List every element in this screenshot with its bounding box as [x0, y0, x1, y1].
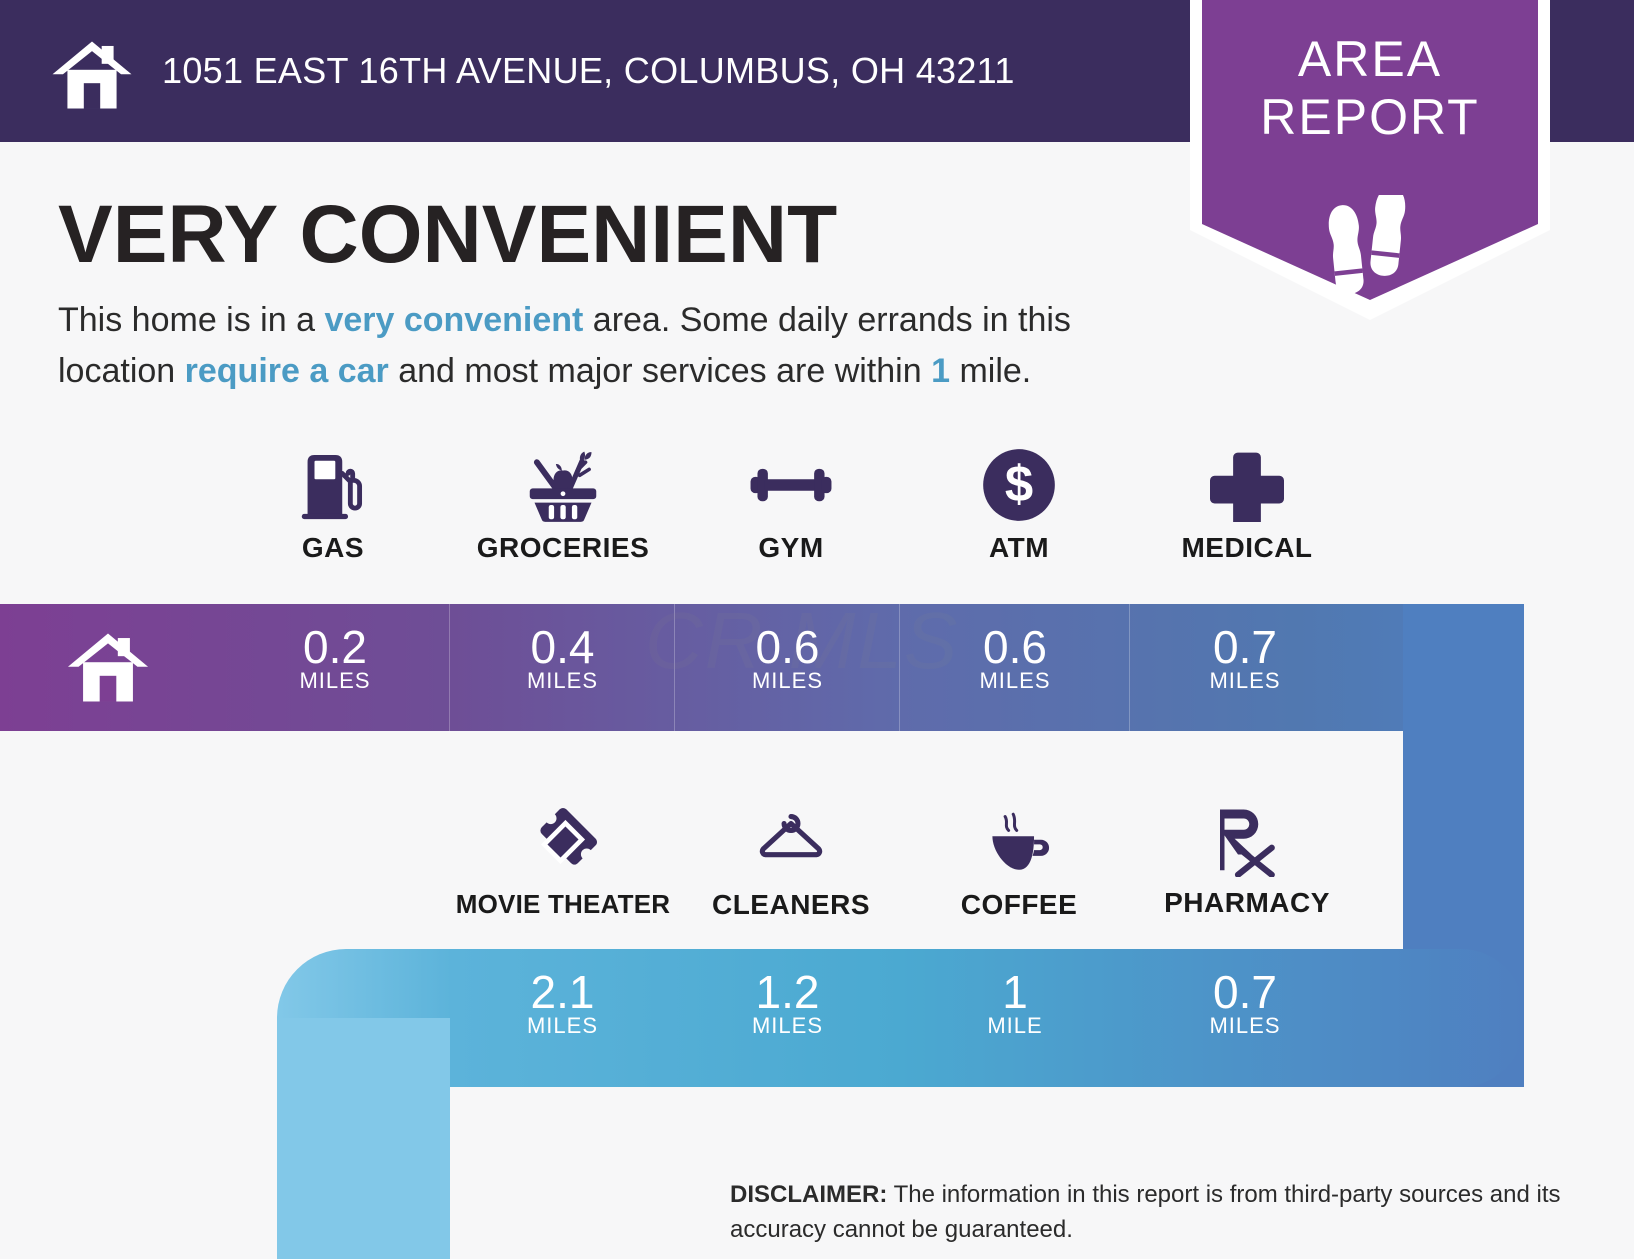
svg-text:$: $	[1005, 455, 1033, 512]
